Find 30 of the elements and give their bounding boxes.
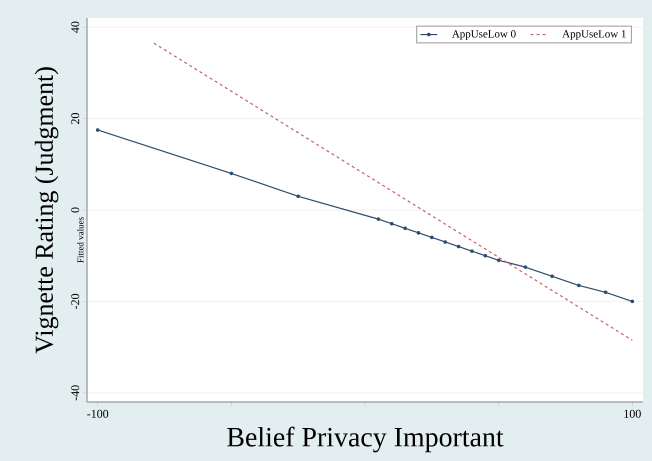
point: [296, 194, 300, 198]
point: [230, 172, 234, 176]
y-tick-label: 20: [71, 113, 80, 124]
point: [416, 231, 420, 235]
x-tick-label: 100: [624, 410, 641, 418]
point: [496, 258, 500, 262]
x-axis-title: Belief Privacy Important: [227, 426, 504, 452]
y-tick-label: -20: [71, 294, 80, 309]
text: Fitted values: [77, 217, 84, 263]
point: [524, 265, 528, 269]
y-axis-title: Vignette Rating (Judgment): [34, 67, 58, 354]
point: [443, 240, 447, 244]
point: [577, 284, 581, 288]
point: [550, 274, 554, 278]
point: [390, 222, 394, 226]
legend-label: AppUseLow 0: [452, 30, 516, 40]
point: [96, 128, 100, 132]
point: [376, 217, 380, 221]
point: [456, 244, 460, 248]
x-tick-label: -100: [87, 410, 108, 418]
point: [604, 290, 608, 294]
y-tick-label: 0: [71, 207, 80, 213]
point: [430, 236, 434, 240]
y-tick-label: -40: [71, 385, 80, 400]
point: [484, 254, 488, 258]
y-tick-label: 40: [71, 22, 80, 33]
legend-label: AppUseLow 1: [562, 30, 626, 40]
point: [630, 300, 634, 304]
point: [470, 249, 474, 253]
point: [403, 226, 407, 230]
